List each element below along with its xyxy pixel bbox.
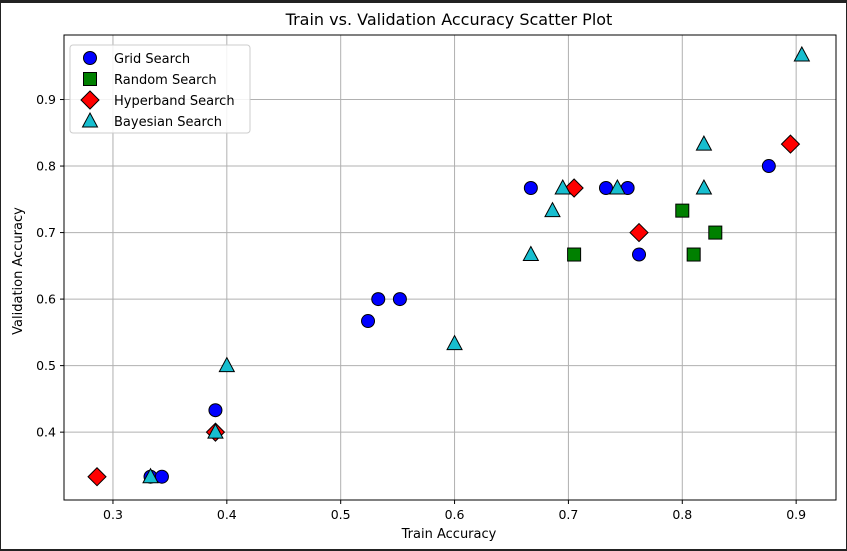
scatter-chart: Train vs. Validation Accuracy Scatter Pl… — [11, 10, 837, 542]
grid-search-point — [598, 181, 613, 196]
bayesian-search-point — [544, 201, 561, 218]
bayesian-search-point — [522, 245, 540, 262]
bayesian-search-point — [609, 178, 626, 195]
grid-search-point — [208, 403, 223, 418]
legend-label-random-search: Random Search — [114, 73, 217, 88]
data-points — [87, 45, 811, 487]
random-search-point — [675, 203, 690, 218]
bayesian-search-point — [695, 178, 713, 195]
x-tick-label: 0.4 — [217, 507, 237, 522]
y-tick-label: 0.6 — [36, 292, 56, 307]
x-tick-label: 0.3 — [103, 507, 123, 522]
bayesian-search-point — [142, 467, 159, 484]
grid — [64, 35, 836, 500]
legend-marker-hyperband-search — [80, 90, 100, 110]
grid-search-point — [761, 159, 776, 174]
random-search-point — [708, 225, 723, 240]
bayesian-search-point — [793, 45, 811, 62]
legend: Grid Search Random Search Hyperband Search… — [69, 44, 251, 134]
x-tick-label: 0.8 — [672, 507, 692, 522]
legend-box — [69, 44, 251, 134]
legend-label-hyperband-search: Hyperband Search — [114, 94, 235, 109]
x-tick-label: 0.7 — [558, 507, 578, 522]
y-tick-label: 0.4 — [36, 425, 56, 440]
bayesian-search-point — [554, 178, 572, 195]
random-search-point — [686, 247, 701, 262]
x-tick-label: 0.6 — [445, 507, 465, 522]
grid-search-point — [154, 469, 169, 484]
bayesian-search-point — [207, 423, 224, 439]
chart-title: Train vs. Validation Accuracy Scatter Pl… — [285, 10, 613, 29]
legend-label-grid-search: Grid Search — [114, 52, 190, 67]
hyperband-search-point — [87, 467, 107, 487]
x-tick-label: 0.9 — [786, 507, 806, 522]
y-tick-label: 0.9 — [36, 92, 56, 107]
y-tick-label: 0.7 — [36, 225, 56, 240]
y-tick-label: 0.8 — [36, 159, 56, 174]
legend-marker-bayesian-search — [81, 111, 99, 128]
legend-marker-random-search — [83, 72, 97, 86]
grid-search-point — [523, 181, 538, 196]
bayesian-search-point — [695, 135, 713, 151]
grid-search-point — [361, 314, 376, 329]
bayesian-search-point — [446, 334, 463, 351]
hyperband-search-point — [780, 134, 801, 154]
axis-ticks: 0.3 0.4 0.5 0.6 0.7 0.8 0.9 0.4 0.5 0.6 0.7 0.8 0.9 — [36, 92, 806, 522]
x-tick-label: 0.5 — [331, 507, 351, 522]
x-axis-label: Train Accuracy — [401, 527, 497, 542]
legend-label-bayesian-search: Bayesian Search — [114, 115, 222, 130]
legend-marker-grid-search — [83, 51, 97, 65]
grid-search-point — [371, 292, 386, 307]
plot-area — [63, 34, 837, 501]
grid-search-point — [392, 292, 407, 307]
bayesian-search-point — [218, 356, 236, 373]
y-axis-label: Validation Accuracy — [11, 207, 26, 335]
grid-search-point — [632, 247, 647, 262]
hyperband-search-point — [629, 222, 649, 243]
random-search-point — [567, 247, 582, 262]
y-tick-label: 0.5 — [36, 358, 56, 373]
